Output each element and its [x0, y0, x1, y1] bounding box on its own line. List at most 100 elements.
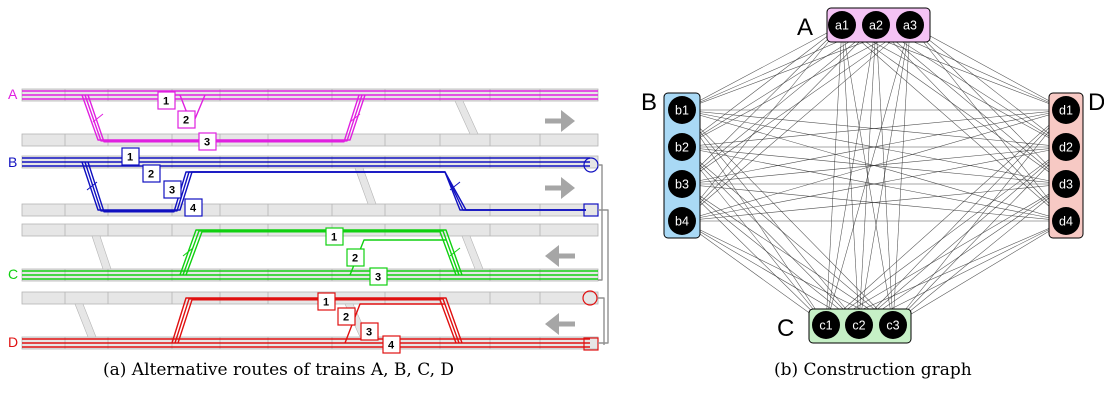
route-c-alt — [182, 230, 460, 276]
route-badge-label: 2 — [352, 253, 358, 265]
group-box — [663, 92, 701, 239]
graph-edge — [681, 24, 843, 222]
graph-edge — [681, 220, 894, 326]
graph-node-label: d1 — [1059, 104, 1073, 118]
route-badges: 1 2 3 1 2 3 4 1 2 3 1 2 3 4 — [121, 91, 401, 354]
connector-line — [598, 164, 603, 281]
route-badge-label: 4 — [388, 340, 395, 352]
route-badge: 2 — [337, 307, 356, 326]
graph-edge — [681, 183, 894, 326]
crossover-ramp — [461, 235, 484, 270]
group-label: D — [1088, 89, 1104, 116]
route-badge: 4 — [382, 335, 401, 354]
crossover-ramp — [74, 303, 97, 338]
graph-edge — [681, 24, 877, 185]
graph-node — [862, 11, 890, 39]
graph-node — [812, 311, 840, 339]
graph-edge — [681, 220, 827, 326]
route-badge-label: 1 — [163, 96, 169, 108]
graph-node — [879, 311, 907, 339]
route-d-short — [344, 303, 445, 344]
graph-edge — [858, 24, 911, 326]
route-d-alt — [177, 299, 457, 344]
graph-edge — [825, 109, 1067, 326]
route-badge-label: 2 — [183, 115, 189, 127]
route-badge-label: 3 — [204, 137, 210, 149]
connector-line — [598, 297, 605, 345]
graph-node-label: b3 — [675, 178, 689, 192]
route-tick — [92, 113, 104, 123]
graph-node-label: b2 — [675, 141, 689, 155]
graph-edge — [858, 183, 1067, 326]
graph-node-label: d2 — [1059, 141, 1073, 155]
graph-edge — [681, 109, 1067, 222]
route-badge-box — [142, 164, 161, 183]
graph-node — [1052, 133, 1080, 161]
route-badge-box — [177, 110, 196, 129]
arrow-left-icon — [545, 245, 575, 267]
train-labels: A B C D — [8, 86, 18, 350]
route-badge-box — [382, 335, 401, 354]
crossover-ramp — [354, 167, 377, 205]
route-badge: 2 — [177, 110, 196, 129]
route-badge-label: 1 — [323, 297, 329, 309]
route-d-alt — [171, 297, 463, 344]
graph-edge — [681, 146, 1067, 222]
graph-edge — [681, 24, 843, 111]
graph-edge — [681, 24, 911, 222]
graph-edge — [681, 183, 827, 326]
group-label: C — [777, 315, 794, 342]
graph-node-label: c2 — [852, 319, 865, 333]
graph-edge — [892, 109, 1067, 326]
graph-edge — [909, 24, 1067, 222]
train-routes — [22, 90, 609, 351]
route-a-alt — [81, 94, 366, 141]
graph-node-label: a3 — [903, 19, 917, 33]
route-d-end-marker — [583, 337, 599, 351]
graph-edge — [681, 109, 827, 326]
route-badge: 4 — [184, 198, 203, 217]
graph-edge — [825, 146, 1067, 326]
graph-node — [845, 311, 873, 339]
graph-node-label: a2 — [869, 19, 883, 33]
graph-edge — [825, 24, 911, 326]
graph-edge — [825, 24, 843, 326]
graph-edge — [681, 109, 860, 326]
graph-node-label: c3 — [886, 319, 899, 333]
crossover-ramps — [74, 100, 484, 338]
graph-edge — [892, 220, 1067, 326]
route-badge-box — [346, 248, 365, 267]
graph-edge — [681, 24, 877, 222]
caption-right: (b) Construction graph — [774, 360, 972, 380]
route-badge-box — [369, 267, 388, 286]
route-badge-box — [121, 147, 140, 166]
route-tick — [182, 247, 194, 257]
graph-edge — [858, 24, 877, 326]
group-label: B — [641, 89, 657, 116]
graph-edge — [825, 183, 1067, 326]
route-badge-box — [317, 292, 336, 311]
route-badge-box — [198, 132, 217, 151]
graph-node-label: a1 — [835, 19, 849, 33]
graph-edges — [681, 24, 1067, 326]
graph-edge — [681, 109, 894, 326]
track-diagram: 1 2 3 1 2 3 4 1 2 3 1 2 3 4 A B C D — [8, 86, 609, 354]
route-badge-label: 2 — [148, 169, 154, 181]
route-d-end-marker — [582, 290, 598, 306]
route-badge: 1 — [157, 91, 176, 110]
track-bands — [21, 88, 599, 350]
graph-edge — [909, 24, 1067, 111]
crossover-ramp — [91, 235, 112, 270]
route-badge: 1 — [317, 292, 336, 311]
route-badge: 1 — [325, 227, 344, 246]
route-badge: 3 — [163, 180, 182, 199]
route-badge-box — [337, 307, 356, 326]
graph-edge — [681, 24, 843, 148]
graph-node-label: b4 — [675, 215, 689, 229]
arrow-right-icon — [545, 177, 575, 199]
graph-node — [1052, 207, 1080, 235]
graph-edge — [875, 24, 1067, 148]
